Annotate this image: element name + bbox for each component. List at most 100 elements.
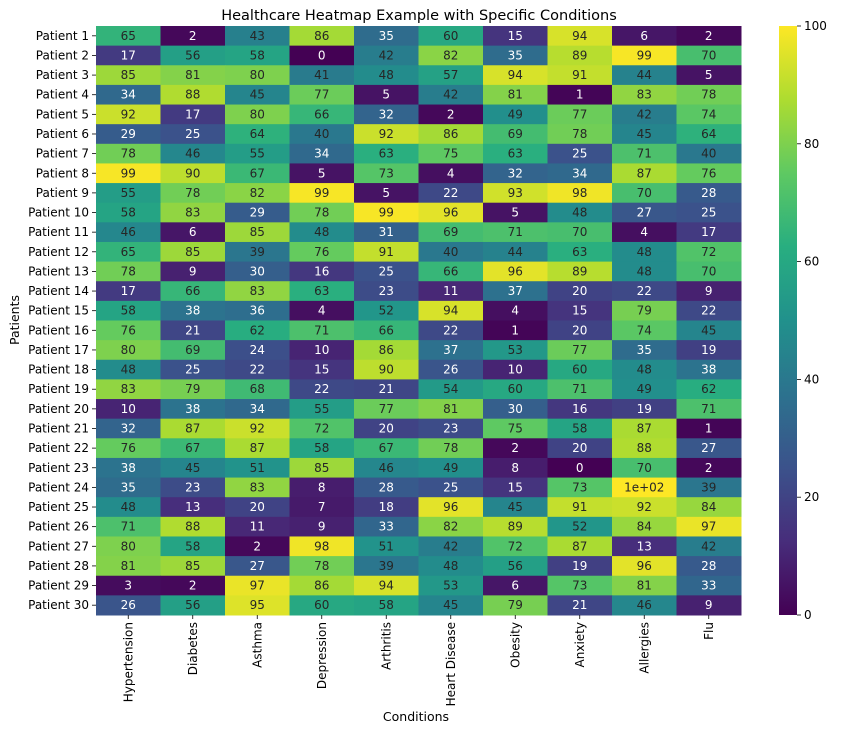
- cell-value-label: 55: [314, 402, 329, 416]
- heatmap-cell: [289, 320, 355, 341]
- heatmap-cell: [483, 457, 548, 479]
- colorbar-tick-label: 60: [804, 255, 819, 269]
- cell-value-label: 45: [250, 88, 265, 102]
- cell-value-label: 2: [511, 441, 519, 455]
- heatmap-cell: [483, 300, 548, 321]
- heatmap-cell: [96, 163, 161, 184]
- cell-value-label: 74: [637, 323, 652, 337]
- cell-value-label: 65: [121, 245, 136, 259]
- y-tick-label: Patient 11: [28, 225, 89, 239]
- cell-value-label: 83: [121, 382, 136, 396]
- heatmap-cell: [160, 556, 226, 577]
- cell-value-label: 4: [318, 304, 326, 318]
- cell-value-label: 72: [508, 539, 523, 553]
- cell-value-label: 60: [508, 382, 523, 396]
- cell-value-label: 32: [121, 421, 136, 435]
- cell-value-label: 44: [637, 68, 652, 82]
- cell-value-label: 62: [701, 382, 716, 396]
- cell-value-label: 88: [637, 441, 652, 455]
- heatmap-cell: [289, 143, 355, 164]
- cell-value-label: 74: [701, 107, 716, 121]
- heatmap-cell: [483, 399, 548, 420]
- cell-value-label: 55: [250, 147, 265, 161]
- y-tick-label: Patient 7: [36, 147, 89, 161]
- cell-value-label: 80: [121, 343, 136, 357]
- heatmap-cell: [483, 104, 548, 125]
- cell-value-label: 90: [185, 166, 200, 180]
- y-tick-label: Patient 28: [28, 559, 89, 573]
- heatmap-cell: [676, 359, 742, 380]
- cell-value-label: 58: [572, 421, 587, 435]
- cell-value-label: 7: [318, 500, 326, 514]
- cell-value-label: 19: [701, 343, 716, 357]
- heatmap-cell: [225, 477, 290, 498]
- heatmap-cell: [160, 359, 226, 380]
- heatmap-cell: [612, 300, 677, 321]
- heatmap-cell: [96, 241, 161, 263]
- cell-value-label: 9: [318, 520, 326, 534]
- cell-value-label: 11: [250, 520, 265, 534]
- cell-value-label: 81: [185, 68, 200, 82]
- heatmap-cell: [612, 399, 677, 420]
- cell-value-label: 48: [121, 363, 136, 377]
- cell-value-label: 56: [185, 598, 200, 612]
- cell-value-label: 87: [185, 421, 200, 435]
- heatmap-cell: [354, 202, 419, 223]
- heatmap-cell: [483, 26, 548, 47]
- cell-value-label: 91: [379, 245, 394, 259]
- heatmap-cell: [354, 241, 419, 263]
- heatmap-cell: [160, 65, 226, 86]
- cell-value-label: 87: [637, 421, 652, 435]
- cell-value-label: 63: [572, 245, 587, 259]
- x-axis-title: Conditions: [383, 709, 449, 724]
- heatmap-cell: [289, 536, 355, 557]
- cell-value-label: 20: [572, 441, 587, 455]
- heatmap-cell: [612, 379, 677, 400]
- heatmap-cell: [483, 536, 548, 557]
- cell-value-label: 69: [508, 127, 523, 141]
- heatmap-cell: [676, 241, 742, 263]
- cell-value-label: 35: [508, 48, 523, 62]
- cell-value-label: 40: [443, 245, 458, 259]
- cell-value-label: 5: [382, 88, 390, 102]
- cell-value-label: 25: [572, 147, 587, 161]
- cell-value-label: 58: [185, 539, 200, 553]
- cell-value-label: 85: [121, 68, 136, 82]
- heatmap-cell: [676, 261, 742, 282]
- heatmap-cell: [547, 65, 613, 86]
- heatmap-cell: [418, 379, 484, 400]
- heatmap-cell: [289, 124, 355, 145]
- heatmap-cell: [676, 497, 742, 518]
- heatmap-cell: [225, 84, 290, 106]
- cell-value-label: 17: [121, 284, 136, 298]
- heatmap-cell: [418, 457, 484, 479]
- cell-value-label: 20: [572, 323, 587, 337]
- heatmap-cell: [354, 516, 419, 537]
- cell-value-label: 35: [121, 480, 136, 494]
- cell-value-label: 19: [637, 402, 652, 416]
- heatmap-cell: [354, 595, 419, 616]
- heatmap-cell: [160, 163, 226, 184]
- heatmap-cell: [418, 497, 484, 518]
- cell-value-label: 80: [121, 539, 136, 553]
- cell-value-label: 39: [250, 245, 265, 259]
- heatmap-cell: [612, 536, 677, 557]
- y-tick-label: Patient 9: [36, 186, 89, 200]
- heatmap-cell: [289, 45, 355, 66]
- cell-value-label: 99: [121, 166, 136, 180]
- y-tick-label: Patient 10: [28, 206, 89, 220]
- cell-value-label: 86: [443, 127, 458, 141]
- heatmap-cell: [160, 222, 226, 243]
- heatmap-cell: [547, 202, 613, 223]
- cell-value-label: 66: [185, 284, 200, 298]
- cell-value-label: 73: [572, 579, 587, 593]
- cell-value-label: 6: [640, 29, 648, 43]
- cell-value-label: 51: [250, 461, 265, 475]
- cell-value-label: 1: [511, 323, 519, 337]
- cell-value-label: 15: [508, 29, 523, 43]
- heatmap-cell: [483, 418, 548, 439]
- cell-value-label: 30: [250, 264, 265, 278]
- heatmap-cell: [225, 183, 290, 204]
- cell-value-label: 15: [508, 480, 523, 494]
- cell-value-label: 46: [121, 225, 136, 239]
